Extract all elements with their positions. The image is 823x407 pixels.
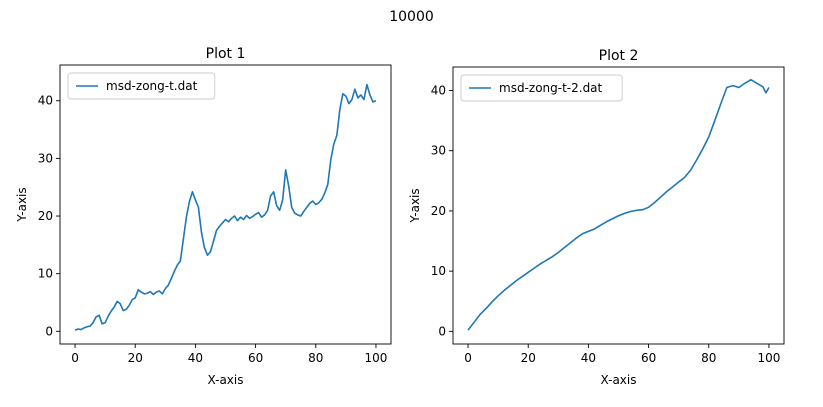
legend: msd-zong-t.dat (67, 72, 216, 100)
x-tick-label: 60 (248, 351, 263, 365)
x-tick-label: 40 (188, 351, 203, 365)
y-tick-label: 40 (431, 83, 446, 97)
y-axis-label: Y-axis (15, 187, 29, 222)
x-tick-label: 80 (701, 351, 716, 365)
y-tick-label: 30 (431, 144, 446, 158)
y-tick-label: 10 (38, 267, 53, 281)
x-tick-label: 60 (641, 351, 656, 365)
subplot-1: Plot 1 0 20 40 60 80 100 0 10 20 30 40 X-axis Y-axis m… (15, 46, 392, 387)
x-tick-label: 100 (758, 351, 781, 365)
x-tick-label: 0 (464, 351, 472, 365)
subplot-2: Plot 2 0 20 40 60 80 100 0 10 20 30 40 X-axis Y-axis m… (408, 48, 785, 387)
x-tick-label: 40 (581, 351, 596, 365)
series-line (74, 83, 377, 331)
legend-box (67, 72, 216, 100)
legend-label: msd-zong-t.dat (106, 79, 198, 93)
plot-title: Plot 1 (206, 46, 246, 62)
axes-frame (452, 66, 785, 345)
y-tick-label: 0 (45, 324, 53, 338)
x-tick-label: 20 (128, 351, 143, 365)
x-axis-label: X-axis (208, 373, 244, 387)
series-line (467, 78, 770, 331)
plot-title: Plot 2 (599, 48, 639, 64)
y-tick-label: 30 (38, 151, 53, 165)
legend-label: msd-zong-t-2.dat (499, 81, 603, 95)
y-tick-label: 20 (431, 204, 446, 218)
x-tick-label: 20 (521, 351, 536, 365)
y-tick-label: 40 (38, 94, 53, 108)
y-tick-label: 10 (431, 264, 446, 278)
figure-suptitle: 10000 (389, 9, 434, 25)
legend: msd-zong-t-2.dat (460, 74, 623, 102)
x-axis-label: X-axis (601, 373, 637, 387)
y-tick-label: 20 (38, 209, 53, 223)
x-tick-label: 80 (308, 351, 323, 365)
x-tick-label: 0 (71, 351, 79, 365)
axes-frame (59, 64, 392, 345)
legend-box (460, 74, 623, 102)
y-tick-label: 0 (438, 324, 446, 338)
y-axis-label: Y-axis (408, 188, 422, 223)
subplots: Plot 10 20 40 60 80 100010203040X-axisY-axism… (15, 46, 785, 387)
x-tick-label: 100 (365, 351, 388, 365)
